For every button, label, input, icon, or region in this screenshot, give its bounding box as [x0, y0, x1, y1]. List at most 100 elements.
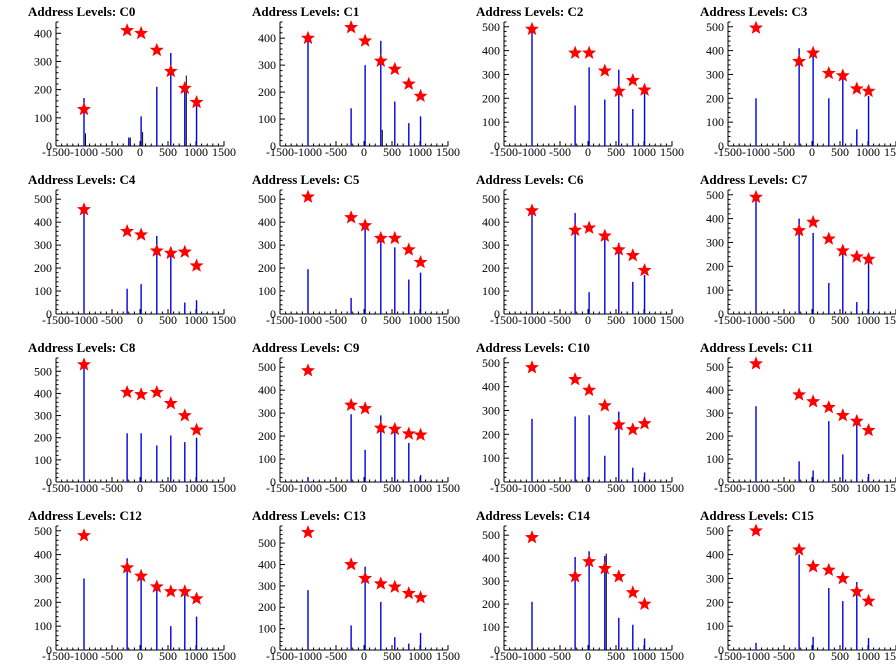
chart-panel: Address Levels: C15 0 100 200 300 400 500 -1500… — [700, 508, 896, 663]
x-tick-label: 500 — [607, 481, 625, 495]
chart-panel: Address Levels: C11 0 100 200 300 400 500 -1500… — [700, 340, 896, 495]
x-tick-label: -1000 — [70, 145, 98, 159]
peak-star-marker — [163, 584, 178, 598]
peak-star-marker — [597, 561, 612, 575]
peak-star-marker — [806, 214, 821, 229]
y-tick-label: 0 — [270, 139, 276, 153]
x-tick-label: 1500 — [660, 145, 684, 159]
x-tick-label: 500 — [831, 145, 849, 159]
chart-title: Address Levels: C15 — [700, 508, 814, 523]
peak-star-marker — [861, 83, 876, 98]
peak-star-marker — [77, 102, 91, 116]
peak-star-marker — [373, 576, 388, 590]
peak-star-marker — [637, 416, 652, 430]
chart-title: Address Levels: C1 — [252, 4, 359, 19]
y-tick-label: 200 — [34, 595, 52, 609]
x-tick-label: -1500 — [42, 649, 70, 663]
peak-star-marker — [637, 263, 652, 277]
peak-star-marker — [821, 231, 836, 245]
x-tick-label: 0 — [585, 649, 591, 663]
y-tick-label: 100 — [258, 112, 276, 126]
peak-star-marker — [413, 427, 428, 441]
x-tick-label: 1000 — [408, 481, 432, 495]
peak-star-marker — [582, 45, 597, 59]
x-tick-label: -1500 — [42, 313, 70, 327]
peak-star-marker — [525, 203, 539, 217]
x-tick-label: 1500 — [436, 649, 460, 663]
peak-star-marker — [401, 586, 416, 600]
y-tick-label: 300 — [34, 238, 52, 252]
peak-star-marker — [625, 422, 640, 436]
peak-star-marker — [387, 230, 402, 245]
peak-star-marker — [358, 33, 373, 47]
peak-star-marker — [582, 220, 597, 234]
y-tick-label: 100 — [482, 115, 500, 129]
chart-panel: Address Levels: C50100200300400500-1500-… — [252, 172, 460, 327]
x-tick-label: -1000 — [742, 649, 770, 663]
y-tick-label: 500 — [706, 524, 724, 538]
peak-star-marker — [625, 585, 640, 599]
peak-star-marker — [597, 228, 612, 242]
peak-star-marker — [611, 83, 626, 98]
peak-star-marker — [792, 542, 807, 556]
x-tick-label: 500 — [159, 313, 177, 327]
peak-star-marker — [749, 356, 763, 370]
peak-star-marker — [637, 82, 652, 96]
y-tick-label: 200 — [706, 429, 724, 443]
x-tick-label: -500 — [549, 145, 571, 159]
y-tick-label: 300 — [258, 579, 276, 593]
y-tick-label: 200 — [258, 600, 276, 614]
peak-star-marker — [792, 387, 807, 401]
peak-star-marker — [568, 569, 583, 583]
y-tick-label: 300 — [482, 574, 500, 588]
peak-star-marker — [749, 523, 763, 537]
y-tick-label: 0 — [494, 307, 500, 321]
y-tick-label: 500 — [258, 536, 276, 550]
peak-star-marker — [568, 372, 583, 386]
x-tick-label: -500 — [773, 313, 795, 327]
x-tick-label: -1000 — [70, 481, 98, 495]
y-tick-label: 0 — [46, 307, 52, 321]
y-tick-label: 300 — [34, 409, 52, 423]
y-tick-label: 200 — [258, 429, 276, 443]
y-tick-label: 0 — [494, 475, 500, 489]
x-tick-label: -1000 — [518, 313, 546, 327]
x-tick-label: -500 — [549, 481, 571, 495]
peak-star-marker — [525, 21, 539, 36]
chart-panel: Address Levels: C20100200300400500-1500-… — [476, 4, 684, 159]
x-tick-label: 1000 — [856, 145, 880, 159]
peak-star-marker — [77, 202, 91, 216]
y-tick-label: 0 — [718, 643, 724, 657]
y-tick-label: 200 — [706, 595, 724, 609]
peak-star-marker — [149, 243, 164, 257]
peak-star-marker — [861, 593, 876, 608]
y-tick-label: 0 — [494, 139, 500, 153]
peak-star-marker — [163, 245, 178, 260]
y-tick-label: 500 — [482, 356, 500, 370]
x-tick-label: -1500 — [42, 481, 70, 495]
y-tick-label: 100 — [258, 622, 276, 636]
x-tick-label: 500 — [831, 649, 849, 663]
peak-star-marker — [177, 584, 192, 598]
peak-star-marker — [806, 45, 821, 59]
x-tick-label: -500 — [101, 145, 123, 159]
peak-star-marker — [301, 189, 315, 203]
chart-panel: Address Levels: C60100200300400500-1500-… — [476, 172, 684, 327]
peak-star-marker — [582, 554, 597, 568]
x-tick-label: 1000 — [184, 649, 208, 663]
peak-star-marker — [163, 63, 178, 78]
y-tick-label: 400 — [482, 215, 500, 229]
peak-star-marker — [387, 61, 402, 76]
peak-star-marker — [301, 525, 315, 539]
peak-star-marker — [134, 227, 149, 241]
y-tick-label: 100 — [34, 453, 52, 467]
peak-star-marker — [189, 258, 204, 272]
peak-star-marker — [849, 81, 864, 95]
peak-star-marker — [177, 244, 192, 258]
x-tick-label: -500 — [101, 313, 123, 327]
peak-star-marker — [344, 20, 359, 34]
x-tick-label: 0 — [137, 481, 143, 495]
chart-panel: Address Levels: C90100200300400500-1500-… — [252, 340, 460, 495]
y-tick-label: 0 — [718, 307, 724, 321]
